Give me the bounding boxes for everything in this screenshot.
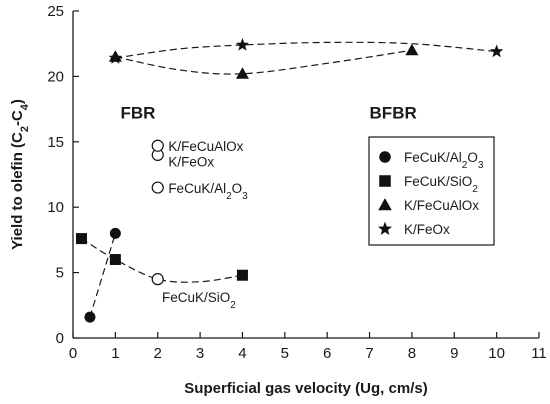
y-axis-ticks: 0 5 10 15 20 25 <box>47 3 79 347</box>
legend: FeCuK/Al2O3 FeCuK/SiO2 K/FeCuAlOx K/FeOx <box>368 136 495 246</box>
bfbr-group-label: BFBR <box>370 103 417 122</box>
data-point <box>405 43 419 56</box>
legend-marker <box>379 175 391 187</box>
legend-label: K/FeOx <box>404 222 450 237</box>
x-tick-label: 5 <box>281 345 289 362</box>
x-tick-label: 4 <box>238 345 246 362</box>
x-tick-label: 8 <box>408 345 416 362</box>
y-tick-label: 15 <box>47 134 64 151</box>
y-tick-label: 5 <box>56 265 64 282</box>
fit-curve <box>81 238 243 283</box>
fit-curve <box>115 49 413 75</box>
x-tick-label: 2 <box>154 345 162 362</box>
y-tick-label: 0 <box>56 330 64 347</box>
data-point <box>109 254 121 266</box>
fbr-data-point <box>151 273 164 286</box>
data-point <box>235 38 250 51</box>
data-point <box>84 311 96 323</box>
y-tick-label: 25 <box>47 3 64 20</box>
data-point <box>108 51 123 64</box>
plot-area <box>72 11 539 339</box>
annotation-fecuk-sio2: FeCuK/SiO2 <box>162 290 236 311</box>
y-tick-label: 10 <box>47 199 64 216</box>
legend-marker <box>378 198 392 211</box>
x-tick-label: 9 <box>450 345 458 362</box>
x-tick-label: 11 <box>531 345 547 362</box>
data-point <box>236 269 248 281</box>
data-markers <box>75 38 504 323</box>
x-tick-label: 3 <box>196 345 204 362</box>
y-tick-label: 20 <box>47 68 64 85</box>
legend-items: FeCuK/Al2O3 FeCuK/SiO2 K/FeCuAlOx K/FeOx <box>378 150 484 237</box>
x-tick-label: 1 <box>111 345 119 362</box>
legend-marker <box>379 151 391 163</box>
x-tick-label: 0 <box>69 345 77 362</box>
annotation-fecuk-al2o3: FeCuK/Al2O3 <box>168 181 248 202</box>
legend-marker <box>378 221 392 235</box>
legend-label: FeCuK/SiO2 <box>404 174 478 195</box>
data-point <box>109 227 121 239</box>
x-axis-title: Superficial gas velocity (Ug, cm/s) <box>184 380 427 397</box>
fit-curve <box>115 41 497 59</box>
annotation-k-feox: K/FeOx <box>168 155 214 170</box>
legend-label: FeCuK/Al2O3 <box>404 150 484 171</box>
x-tick-label: 6 <box>323 345 331 362</box>
data-point <box>75 233 87 245</box>
x-tick-label: 7 <box>365 345 373 362</box>
x-tick-label: 10 <box>488 345 505 362</box>
y-axis-title: Yield to olefin (C2-C4) <box>9 99 31 250</box>
fit-lines <box>81 41 497 318</box>
fit-curve <box>89 233 116 318</box>
data-point <box>489 44 504 58</box>
data-point <box>235 67 249 79</box>
fbr-data-point <box>151 181 164 194</box>
legend-label: K/FeCuAlOx <box>404 198 479 213</box>
fbr-group-label: FBR <box>120 103 155 122</box>
annotation-k-fecualox: K/FeCuAlOx <box>168 139 243 154</box>
x-axis-ticks: 0 1 2 3 4 5 6 7 8 9 10 11 <box>69 332 547 362</box>
fbr-data-point <box>151 139 164 152</box>
